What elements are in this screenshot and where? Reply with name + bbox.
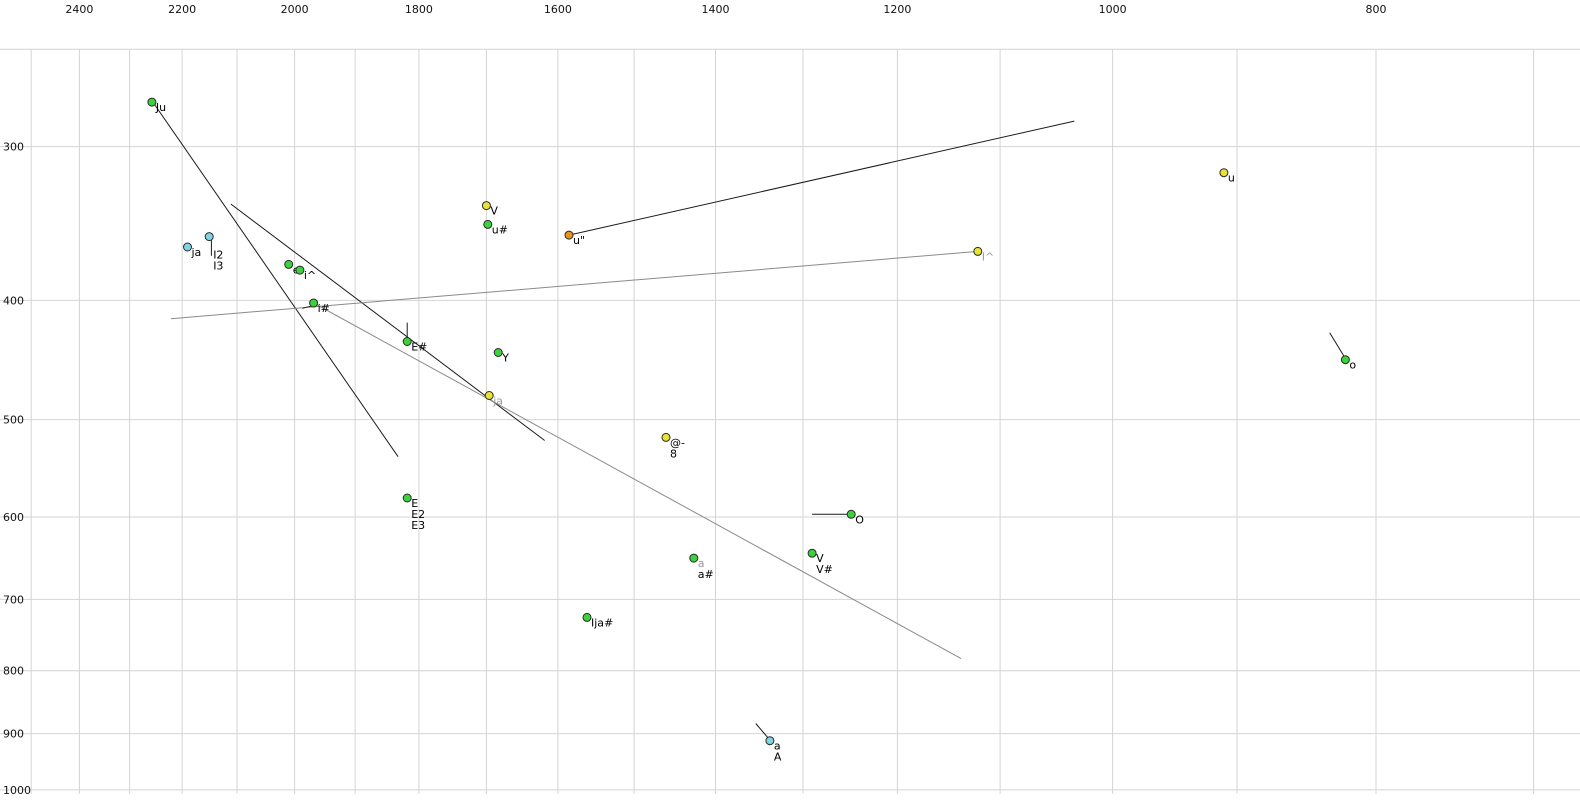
x-tick-label-2400: 2400 [65, 3, 93, 16]
y-tick-label-600: 600 [3, 511, 24, 524]
data-point-u-umlaut [564, 230, 574, 240]
segment-trace-u-umlaut [568, 120, 1075, 236]
x-tick-label-1400: 1400 [702, 3, 730, 16]
y-tick-label-900: 900 [3, 728, 24, 741]
point-label-I2-I3-0: I2 [213, 249, 223, 262]
x-tick-label-1000: 1000 [1099, 3, 1127, 16]
data-point-V-hash [807, 548, 817, 558]
point-label-u-hash-0: u# [492, 223, 508, 236]
point-label-u-back-0: u [1228, 172, 1235, 185]
data-point-a-hash [689, 553, 699, 563]
x-tick-label-2000: 2000 [281, 3, 309, 16]
x-tick-label-2200: 2200 [168, 3, 196, 16]
x-tick-label-1800: 1800 [405, 3, 433, 16]
data-point-o-back [1340, 355, 1350, 365]
y-tick-label-1000: 1000 [3, 784, 31, 797]
data-point-I2-I3 [204, 232, 214, 242]
data-point-Ju [147, 97, 157, 107]
point-label-o-back-0: o [1349, 359, 1356, 372]
data-point-I-caret [973, 246, 983, 256]
point-label-i-hash-0: i# [318, 302, 330, 315]
x-tick-label-800: 800 [1366, 3, 1387, 16]
point-label-i-caret-0: i^ [304, 269, 316, 282]
data-point-Ija-hash [582, 612, 592, 622]
point-label-a-hash-1: a# [698, 568, 714, 581]
data-point-at-dash [661, 432, 671, 442]
point-label-V-upper-0: V [490, 205, 498, 218]
data-point-ja-left [183, 242, 192, 252]
point-label-Ju-0: Ju [155, 101, 166, 114]
point-label-a-A-0: a [774, 740, 781, 753]
data-point-u-back [1219, 168, 1229, 178]
data-point-E-stack [402, 493, 412, 503]
data-point-i-hash [309, 298, 319, 308]
y-tick-label-300: 300 [3, 141, 24, 154]
data-point-E-hash [402, 337, 412, 346]
y-tick-label-400: 400 [3, 294, 24, 307]
point-label-V-hash-1: V# [816, 563, 833, 576]
point-label-Y-0: Y [501, 352, 509, 365]
data-point-a-A [765, 736, 775, 746]
x-tick-label-1600: 1600 [544, 3, 572, 16]
point-label-at-dash-0: @- [670, 436, 685, 449]
data-point-u-hash [483, 219, 493, 229]
point-label-E-hash-0: E# [411, 341, 427, 354]
point-label-I-caret-0: I^ [982, 250, 994, 263]
point-label-ja-mid-0: ja [492, 395, 503, 408]
point-label-E-stack-0: E [411, 497, 418, 510]
data-point-V-upper [481, 201, 491, 211]
y-tick-label-700: 700 [3, 593, 24, 606]
x-tick-label-1200: 1200 [883, 3, 911, 16]
data-point-Y [493, 348, 503, 357]
point-label-a-A-1: A [774, 751, 782, 764]
point-label-u-umlaut-0: u" [573, 234, 585, 247]
data-point-i-caret [295, 265, 305, 275]
point-label-E-stack-1: E2 [411, 508, 425, 521]
point-label-Ija-hash-0: Ija# [591, 616, 613, 629]
data-point-ja-mid [484, 391, 494, 400]
y-tick-label-500: 500 [3, 414, 24, 427]
segment-tick-o [1329, 332, 1346, 359]
point-label-a-hash-0: a [698, 557, 705, 570]
point-label-V-hash-0: V [816, 552, 824, 565]
point-label-O-0: O [855, 513, 864, 526]
point-label-E-stack-2: E3 [411, 519, 425, 532]
segment-trace-ju [152, 101, 399, 457]
y-tick-label-800: 800 [3, 665, 24, 678]
point-label-at-dash-1: 8 [670, 447, 677, 460]
point-label-I2-I3-1: I3 [213, 260, 223, 273]
point-label-ja-left-0: ja [191, 246, 202, 259]
data-point-O [846, 509, 856, 519]
segment-trace-long-descending [313, 302, 962, 660]
data-point-e [284, 259, 294, 269]
